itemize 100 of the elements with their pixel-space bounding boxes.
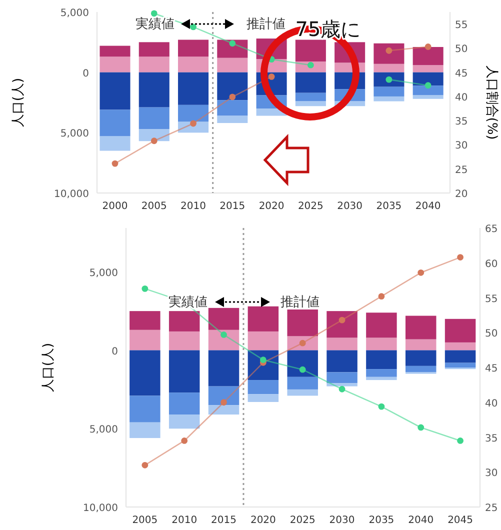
bar [100, 56, 130, 72]
x-tick-label: 2005 [141, 201, 167, 212]
bar [295, 40, 326, 62]
point [229, 94, 236, 100]
point [457, 254, 464, 260]
bar [287, 336, 318, 350]
point [299, 366, 306, 373]
bar [374, 86, 404, 96]
annotation: 推計値 [280, 295, 320, 310]
bar [138, 42, 170, 57]
bar [444, 350, 476, 363]
bar [405, 339, 436, 350]
y2-tick-label: 40 [485, 398, 498, 410]
point [424, 82, 432, 89]
bar [412, 65, 444, 72]
y2-axis-title: 人口割合(%) [484, 65, 499, 140]
y2-tick-label: 25 [455, 164, 468, 176]
bar [168, 392, 200, 415]
point [424, 44, 432, 50]
bar [178, 56, 209, 72]
bar [208, 405, 240, 415]
x-tick-label: 2015 [220, 201, 246, 212]
bar [295, 101, 326, 106]
bar [208, 386, 240, 406]
y-tick-label: 5,000 [89, 424, 118, 436]
bar [366, 369, 397, 377]
bar [217, 100, 248, 116]
bar [168, 311, 200, 332]
bar [366, 312, 397, 338]
point [112, 160, 118, 167]
y2-tick-label: 55 [455, 20, 468, 32]
point [142, 462, 148, 468]
bar [374, 72, 404, 87]
y2-tick-label: 65 [485, 224, 498, 235]
x-tick-label: 2020 [258, 201, 284, 212]
bar [248, 380, 279, 394]
x-tick-label: 2045 [448, 515, 474, 526]
bar [248, 394, 279, 402]
bar [374, 96, 404, 102]
y-tick-label: 5,000 [60, 8, 89, 19]
bar [326, 350, 358, 372]
x-tick-label: 2035 [376, 201, 402, 212]
bar [405, 350, 436, 366]
bar [444, 342, 476, 350]
point [386, 47, 392, 54]
y2-tick-label: 25 [485, 503, 498, 514]
bar [412, 72, 444, 86]
point [268, 73, 275, 80]
bar [287, 389, 318, 396]
y2-tick-label: 40 [455, 92, 468, 104]
bar [130, 311, 160, 330]
point [378, 293, 385, 300]
bar [178, 104, 209, 122]
bar [444, 318, 476, 342]
point [142, 285, 148, 292]
point [418, 269, 424, 276]
bar [287, 350, 318, 377]
x-tick-label: 2040 [408, 515, 434, 526]
bar [178, 40, 209, 57]
bar [326, 311, 358, 338]
bar [168, 350, 200, 393]
x-tick-label: 2005 [132, 515, 158, 526]
point [299, 340, 306, 346]
bar [217, 58, 248, 72]
y-tick-label: 10,000 [54, 189, 89, 200]
bar [138, 72, 170, 108]
point [190, 24, 196, 30]
bar [130, 422, 160, 438]
y2-tick-label: 35 [455, 116, 468, 128]
bar [366, 338, 397, 350]
x-tick-label: 2010 [172, 515, 198, 526]
point [418, 424, 424, 431]
x-tick-label: 2030 [329, 515, 355, 526]
bar [374, 64, 404, 72]
y-axis-title: 人口(人) [11, 78, 26, 128]
point [307, 62, 314, 68]
x-tick-label: 2025 [298, 201, 324, 212]
bar [295, 92, 326, 102]
x-tick-label: 2040 [415, 201, 441, 212]
bar [366, 376, 397, 380]
y-tick-label: 0 [112, 346, 118, 358]
bar [100, 72, 130, 110]
bar [168, 414, 200, 429]
bar [178, 72, 209, 105]
bar [248, 331, 279, 350]
y2-tick-label: 55 [485, 294, 498, 305]
y-tick-label: 5,000 [60, 128, 89, 140]
bar [326, 372, 358, 384]
bar [100, 46, 130, 57]
bar [100, 136, 130, 151]
y-axis-title: 人口(人) [41, 342, 56, 392]
point [260, 356, 266, 364]
bar [130, 350, 160, 396]
bar [287, 376, 318, 390]
bar [295, 61, 326, 72]
point [220, 332, 227, 338]
point [457, 438, 464, 444]
bar [138, 129, 170, 142]
bar [287, 310, 318, 336]
bar [444, 362, 476, 368]
